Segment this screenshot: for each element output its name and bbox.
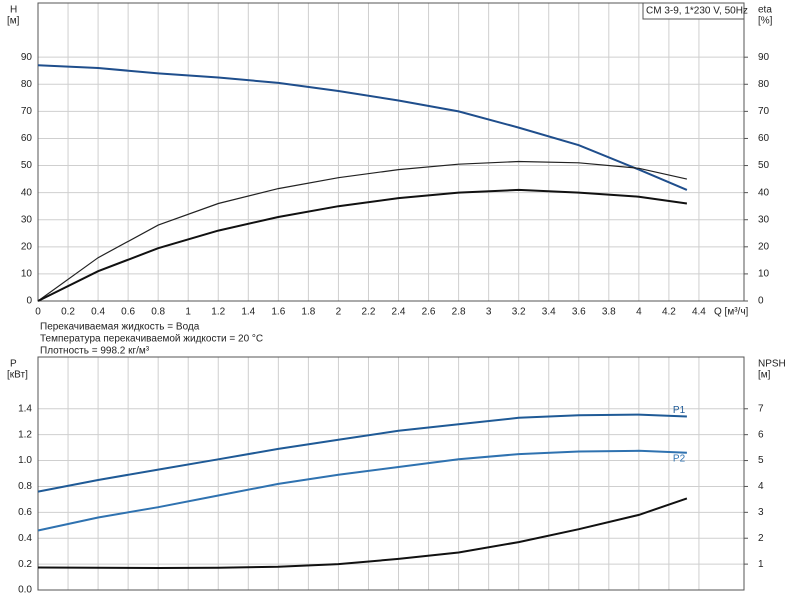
- y2-tick-label: 90: [758, 52, 770, 63]
- y-tick-label: 70: [21, 106, 33, 117]
- y2-tick-label: 4: [758, 481, 764, 492]
- x-tick-label: 3.6: [572, 307, 586, 318]
- y-axis-label: H: [10, 5, 17, 16]
- y2-axis-unit: [%]: [758, 16, 773, 27]
- note: Перекачиваемая жидкость = Вода: [40, 322, 200, 333]
- y-tick-label: 30: [21, 214, 33, 225]
- series-line: [37, 64, 688, 191]
- series-line: [37, 160, 688, 302]
- y2-tick-label: 30: [758, 214, 770, 225]
- x-tick-label: 2.2: [362, 307, 376, 318]
- y-tick-label: 0.8: [18, 481, 32, 492]
- y2-tick-label: 10: [758, 269, 770, 280]
- y-tick-label: 80: [21, 79, 33, 90]
- x-tick-label: 0.8: [151, 307, 165, 318]
- y2-tick-label: 0: [758, 296, 764, 307]
- y-tick-label: 90: [21, 52, 33, 63]
- series-line: [37, 497, 688, 570]
- x-tick-label: 4: [636, 307, 642, 318]
- y2-tick-label: 50: [758, 160, 770, 171]
- series-label: P1: [673, 405, 686, 416]
- y-tick-label: 60: [21, 133, 33, 144]
- y2-tick-label: 6: [758, 429, 764, 440]
- y-axis-unit: [м]: [7, 16, 20, 27]
- y2-axis-unit: [м]: [758, 370, 771, 381]
- x-tick-label: 1.2: [211, 307, 225, 318]
- y-tick-label: 1.2: [18, 429, 32, 440]
- x-tick-label: 2.6: [422, 307, 436, 318]
- y-tick-label: 0.2: [18, 559, 32, 570]
- x-tick-label: 2.4: [392, 307, 406, 318]
- y-tick-label: 40: [21, 187, 33, 198]
- x-tick-label: 3.2: [512, 307, 526, 318]
- series-line: [37, 413, 687, 493]
- y-tick-label: 0.6: [18, 507, 32, 518]
- y-tick-label: 0.0: [18, 585, 32, 596]
- plot-frame: [37, 2, 745, 302]
- y-axis-unit: [кВт]: [7, 370, 28, 381]
- x-tick-label: 1.8: [301, 307, 315, 318]
- note: Плотность = 998.2 кг/м³: [40, 346, 150, 357]
- x-tick-label: 3.8: [602, 307, 616, 318]
- x-tick-label: 4.4: [692, 307, 706, 318]
- x-tick-label: 2.8: [452, 307, 466, 318]
- x-axis-label: Q [м³/ч]: [714, 307, 749, 318]
- y-tick-label: 20: [21, 241, 33, 252]
- x-tick-label: 0.4: [91, 307, 105, 318]
- y-tick-label: 0.4: [18, 533, 32, 544]
- x-tick-label: 3: [486, 307, 492, 318]
- y-tick-label: 0: [26, 296, 32, 307]
- series-label: P2: [673, 453, 686, 464]
- title-box: [642, 2, 745, 20]
- x-tick-label: 0.2: [61, 307, 75, 318]
- series-line: [37, 449, 687, 532]
- x-tick-label: 4.2: [662, 307, 676, 318]
- y2-tick-label: 7: [758, 403, 764, 414]
- plot-frame: [37, 356, 745, 591]
- y2-axis-label: NPSH: [758, 359, 786, 370]
- y2-tick-label: 5: [758, 455, 764, 466]
- x-tick-label: 1.6: [271, 307, 285, 318]
- x-tick-label: 0: [35, 307, 41, 318]
- y-tick-label: 1.4: [18, 403, 32, 414]
- y-axis-label: P: [10, 359, 17, 370]
- y2-tick-label: 1: [758, 559, 764, 570]
- y2-tick-label: 40: [758, 187, 770, 198]
- x-tick-label: 0.6: [121, 307, 135, 318]
- x-tick-label: 3.4: [542, 307, 556, 318]
- chart-title: CM 3-9, 1*230 V, 50Hz: [646, 6, 748, 17]
- y2-axis-label: eta: [758, 5, 772, 16]
- y2-tick-label: 2: [758, 533, 764, 544]
- x-tick-label: 1: [185, 307, 191, 318]
- x-tick-label: 1.4: [241, 307, 255, 318]
- y-tick-label: 10: [21, 269, 33, 280]
- y2-tick-label: 60: [758, 133, 770, 144]
- y-tick-label: 1.0: [18, 455, 32, 466]
- y2-tick-label: 20: [758, 241, 770, 252]
- y2-tick-label: 80: [758, 79, 770, 90]
- y2-tick-label: 3: [758, 507, 764, 518]
- series-line: [37, 188, 688, 302]
- note: Температура перекачиваемой жидкости = 20…: [40, 334, 263, 345]
- y-tick-label: 50: [21, 160, 33, 171]
- y2-tick-label: 70: [758, 106, 770, 117]
- x-tick-label: 2: [336, 307, 342, 318]
